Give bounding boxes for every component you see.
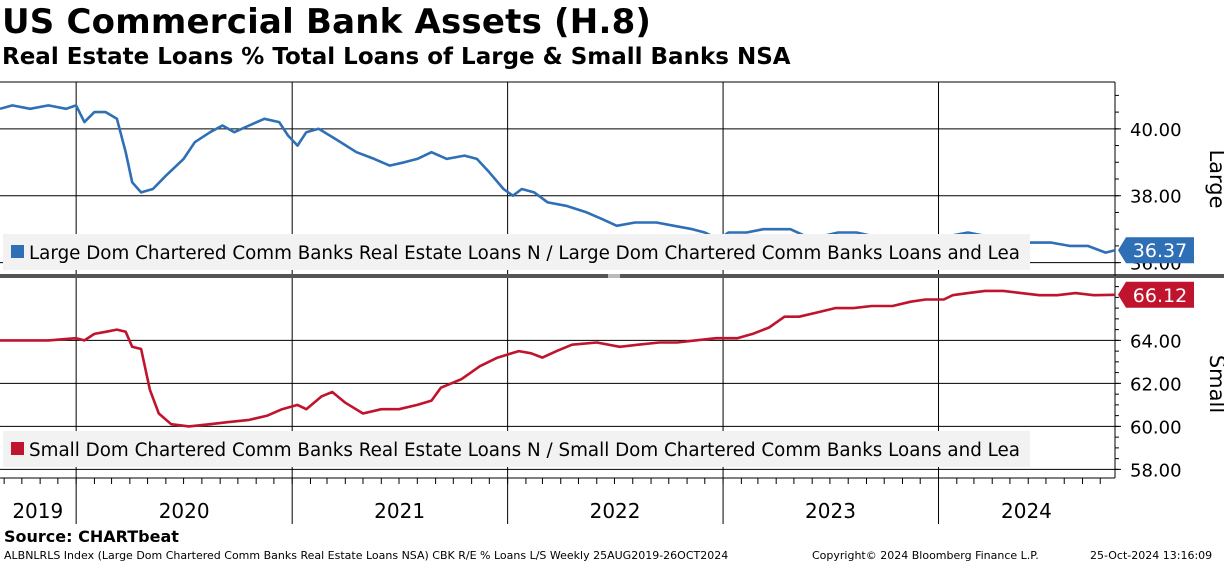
footer-timestamp: 25-Oct-2024 13:16:09 (1090, 549, 1213, 562)
large-legend-swatch (11, 245, 24, 258)
small-legend-box (3, 431, 1030, 467)
y-tick-label: 62.00 (1130, 374, 1182, 395)
y-tick-label: 60.00 (1130, 417, 1182, 438)
x-tick-label: 2020 (159, 499, 210, 523)
small-last-value-label: 66.12 (1133, 285, 1187, 307)
x-tick-label: 2023 (805, 499, 856, 523)
small-banks-panel: 64.00 62.00 60.00 58.00 66.12 Small (0, 278, 1224, 481)
large-last-value-badge (1118, 237, 1194, 264)
chart-title: US Commercial Bank Assets (H.8) (2, 2, 652, 42)
y-tick-label: 38.00 (1130, 187, 1182, 208)
large-banks-series-line (0, 104, 1116, 254)
y-tick-label: 64.00 (1130, 331, 1182, 352)
legend-layer: Large Dom Chartered Comm Banks Real Esta… (3, 234, 1030, 467)
small-axis-title: Small (1205, 355, 1224, 413)
small-last-value-badge (1118, 281, 1194, 308)
footer-index-info: ALBNLRLS Index (Large Dom Chartered Comm… (4, 549, 729, 562)
small-legend-swatch (11, 442, 24, 455)
x-tick-label: 2022 (590, 499, 641, 523)
large-axis-title: Large (1205, 149, 1224, 208)
x-tick-label: 2019 (12, 499, 63, 523)
y-tick-label: 40.00 (1130, 120, 1182, 141)
small-banks-series-line (0, 289, 1116, 428)
x-tick-label: 2024 (1001, 499, 1052, 523)
large-legend-box (3, 234, 1030, 270)
footer-copyright: Copyright© 2024 Bloomberg Finance L.P. (812, 549, 1039, 562)
large-legend-label: Large Dom Chartered Comm Banks Real Esta… (29, 243, 1020, 264)
x-axis: 2019 2020 2021 2022 2023 2024 (0, 477, 1115, 523)
source-note: Source: CHARTbeat (4, 527, 179, 546)
chart-subtitle: Real Estate Loans % Total Loans of Large… (2, 44, 791, 70)
x-tick-label: 2021 (374, 499, 425, 523)
small-legend-label: Small Dom Chartered Comm Banks Real Esta… (29, 440, 1020, 461)
large-last-value-label: 36.37 (1133, 240, 1187, 262)
y-tick-label: 58.00 (1130, 460, 1182, 481)
panel-divider-grip (608, 274, 620, 278)
